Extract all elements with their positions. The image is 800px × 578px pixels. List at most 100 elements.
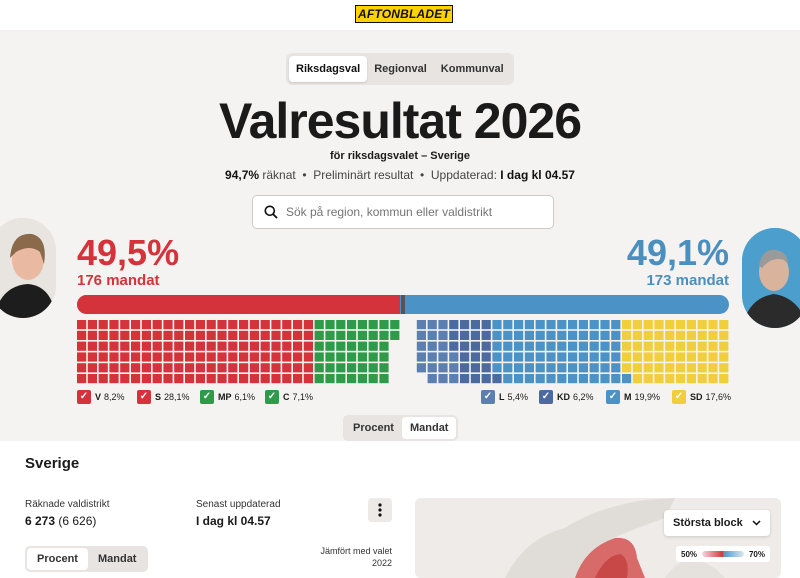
seat-sd [676, 320, 686, 330]
tab-regionval[interactable]: Regionval [374, 63, 427, 75]
seat-sd [632, 341, 642, 351]
seat-l [427, 320, 437, 330]
party-code: V [95, 392, 102, 402]
seat-m [535, 352, 545, 362]
seat-s [195, 320, 205, 330]
seat-m [578, 363, 588, 373]
seat-c [368, 320, 378, 330]
more-options-button[interactable] [368, 498, 392, 522]
seat-m [578, 330, 588, 340]
seat-m [600, 352, 610, 362]
seat-s [141, 352, 151, 362]
counted-districts-number: 6 273 [25, 514, 56, 528]
legend-kd[interactable]: ✓ KD 6,2% [539, 389, 594, 405]
party-code: S [155, 392, 162, 402]
seat-sd [654, 341, 664, 351]
results-map[interactable]: Största block 50% 70% [415, 498, 781, 578]
checkbox-icon[interactable]: ✓ [481, 390, 495, 404]
seat-mp [314, 341, 324, 351]
seat-sd [719, 374, 729, 384]
seat-s [141, 374, 151, 384]
seat-m [503, 320, 513, 330]
search-input[interactable] [284, 204, 538, 220]
seat-m [524, 374, 534, 384]
seat-s [163, 330, 173, 340]
tab-riksdagsval[interactable]: Riksdagsval [289, 56, 368, 82]
seat-s [141, 341, 151, 351]
seat-m [622, 374, 632, 384]
toggle-mandat[interactable]: Mandat [401, 417, 457, 439]
seat-l [427, 341, 437, 351]
seat-m [546, 320, 556, 330]
toggle-mandat-bottom[interactable]: Mandat [97, 553, 137, 565]
seat-sd [654, 374, 664, 384]
seat-kd [460, 352, 470, 362]
seat-v [120, 374, 130, 384]
search-box[interactable] [252, 195, 554, 229]
seat-v [77, 374, 87, 384]
seat-s [185, 341, 195, 351]
seat-l [427, 352, 437, 362]
seat-kd [460, 363, 470, 373]
seat-s [185, 374, 195, 384]
checkbox-icon[interactable]: ✓ [77, 390, 91, 404]
kebab-icon [378, 503, 382, 517]
seat-mp [314, 374, 324, 384]
seat-l [438, 363, 448, 373]
checkbox-icon[interactable]: ✓ [265, 390, 279, 404]
toggle-procent-bottom[interactable]: Procent [27, 548, 88, 570]
seat-m [557, 330, 567, 340]
seat-s [206, 363, 216, 373]
tab-kommunval[interactable]: Kommunval [440, 63, 504, 75]
seat-sd [632, 363, 642, 373]
seat-mp [325, 352, 335, 362]
seat-s [217, 374, 227, 384]
page-subtitle: för riksdagsvalet – Sverige [329, 150, 470, 162]
seat-m [546, 330, 556, 340]
seat-c [357, 363, 367, 373]
seat-mp [347, 320, 357, 330]
toggle-procent[interactable]: Procent [353, 422, 394, 434]
seat-mp [325, 320, 335, 330]
map-block-dropdown[interactable]: Största block [664, 510, 770, 536]
legend-m[interactable]: ✓ M 19,9% [606, 389, 660, 405]
seat-kd [481, 320, 491, 330]
seat-l [449, 352, 459, 362]
checkbox-icon[interactable]: ✓ [672, 390, 686, 404]
legend-s[interactable]: ✓ S 28,1% [137, 389, 190, 405]
seat-c [379, 330, 389, 340]
seat-s [282, 363, 292, 373]
seat-m [568, 330, 578, 340]
aftonbladet-logo[interactable]: AFTONBLADET [355, 5, 453, 23]
legend-v[interactable]: ✓ V 8,2% [77, 389, 125, 405]
seat-kd [470, 320, 480, 330]
checkbox-icon[interactable]: ✓ [539, 390, 553, 404]
legend-sd[interactable]: ✓ SD 17,6% [672, 389, 731, 405]
checkbox-icon[interactable]: ✓ [606, 390, 620, 404]
seat-c [379, 363, 389, 373]
legend-l[interactable]: ✓ L 5,4% [481, 389, 528, 405]
seat-s [163, 363, 173, 373]
seat-s [141, 330, 151, 340]
legend-mp[interactable]: ✓ MP 6,1% [200, 389, 255, 405]
seat-sd [622, 341, 632, 351]
seat-s [260, 363, 270, 373]
seat-s [228, 320, 238, 330]
checkbox-icon[interactable]: ✓ [200, 390, 214, 404]
seat-v [109, 374, 119, 384]
seat-s [271, 330, 281, 340]
seat-v [109, 341, 119, 351]
seat-m [503, 341, 513, 351]
seat-kd [460, 330, 470, 340]
seat-l [416, 352, 426, 362]
legend-c[interactable]: ✓ C 7,1% [265, 389, 313, 405]
seat-sd [676, 330, 686, 340]
seat-v [77, 341, 87, 351]
seat-mp [325, 363, 335, 373]
status-separator: • [420, 168, 425, 182]
seat-c [368, 330, 378, 340]
seat-s [131, 330, 141, 340]
seat-s [249, 341, 259, 351]
checkbox-icon[interactable]: ✓ [137, 390, 151, 404]
seat-v [120, 363, 130, 373]
